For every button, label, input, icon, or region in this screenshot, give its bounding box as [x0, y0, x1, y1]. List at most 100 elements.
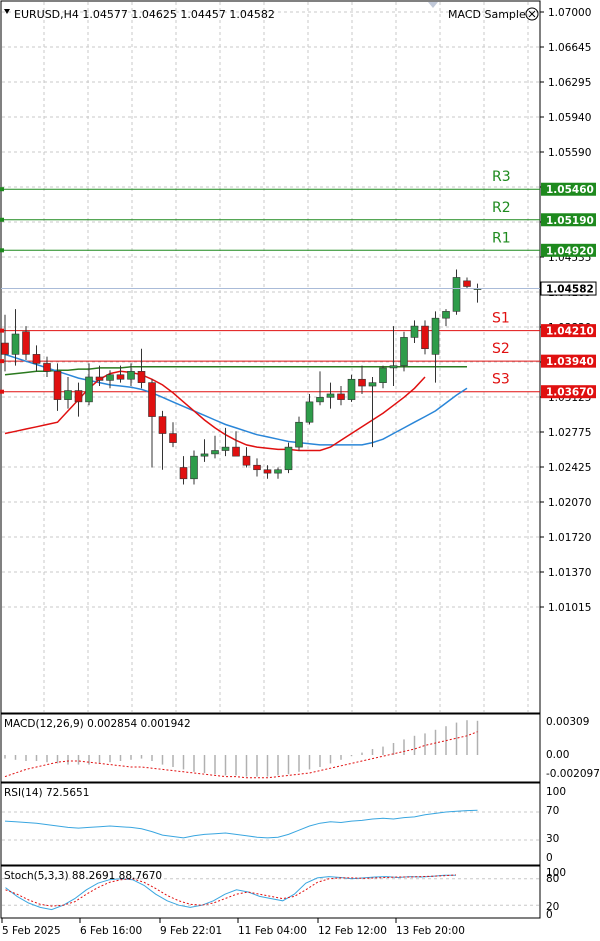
candle[interactable]	[389, 326, 398, 387]
candle[interactable]	[284, 442, 293, 474]
level-name-r2: R2	[492, 200, 511, 216]
candle[interactable]	[326, 382, 335, 409]
candle[interactable]	[148, 379, 156, 468]
candle[interactable]	[242, 447, 251, 468]
stoch-label-80: 80	[546, 873, 559, 885]
main-price-pane[interactable]: R3 R2 R1 S1 S2 S3	[0, 0, 541, 714]
level-name-s1: S1	[492, 311, 510, 327]
candle[interactable]	[347, 374, 356, 402]
price-axis-label: 1.06295	[548, 77, 591, 89]
time-axis[interactable]: 5 Feb 2025 6 Feb 16:00 9 Feb 22:01 11 Feb 0…	[1, 918, 465, 937]
candle[interactable]	[137, 348, 146, 389]
macd-pane[interactable]: MACD(12,26,9) 0.002854 0.001942 0.00309 …	[0, 713, 600, 783]
candle[interactable]	[11, 309, 20, 366]
candle[interactable]	[442, 309, 450, 327]
candle[interactable]	[274, 467, 282, 479]
level-tag-r3	[541, 182, 596, 196]
candle[interactable]	[410, 320, 419, 344]
chart-header: EURUSD,H4 1.04577 1.04625 1.04457 1.0458…	[4, 2, 539, 21]
level-tag-s1	[541, 324, 596, 338]
rsi-line	[4, 809, 478, 839]
price-axis[interactable]: 1.070001.066451.062951.059401.055901.052…	[540, 7, 591, 614]
smiley-icon[interactable]	[525, 7, 539, 21]
candle[interactable]	[190, 450, 198, 485]
candle[interactable]	[400, 331, 408, 372]
rsi-pane-frame	[0, 782, 541, 866]
level-tag-s2	[541, 354, 596, 368]
level-tag-label: 1.04210	[546, 326, 594, 338]
candle[interactable]	[200, 439, 209, 462]
candle[interactable]	[43, 356, 51, 377]
candle[interactable]	[221, 427, 230, 457]
candle[interactable]	[431, 311, 440, 383]
candle[interactable]	[179, 456, 188, 485]
candle[interactable]	[74, 382, 83, 417]
candle[interactable]	[116, 365, 125, 383]
candle[interactable]	[263, 465, 272, 479]
candle[interactable]	[85, 363, 93, 406]
candle[interactable]	[379, 365, 387, 389]
candle[interactable]	[158, 410, 167, 470]
candle[interactable]	[22, 326, 30, 361]
candle[interactable]	[232, 431, 240, 457]
level-tag-label: 1.05460	[546, 184, 594, 196]
level-price-tags: 1.05460 1.05190 1.04920 1.04210 1.03940 1.036…	[541, 182, 596, 399]
level-tag-label: 1.05190	[546, 215, 594, 227]
candle[interactable]	[106, 370, 114, 389]
level-name-r3: R3	[492, 169, 511, 185]
candle[interactable]	[316, 371, 324, 406]
rsi-plot	[2, 809, 539, 841]
level-name-r1: R1	[492, 230, 511, 246]
candle[interactable]	[64, 376, 72, 409]
candle[interactable]	[452, 269, 461, 315]
candle[interactable]	[368, 376, 377, 448]
price-axis-label: 1.02070	[548, 497, 591, 509]
rsi-label-100: 100	[546, 786, 566, 798]
candle[interactable]	[53, 363, 62, 411]
price-axis-label: 1.02425	[548, 462, 591, 474]
pivot-levels: R3 R2 R1 S1 S2 S3	[0, 169, 540, 394]
time-axis-label: 13 Feb 20:00	[396, 925, 465, 937]
candle[interactable]	[32, 345, 41, 372]
price-axis-label: 1.01370	[548, 567, 591, 579]
stoch-pane[interactable]: Stoch(5,3,3) 88.2691 88.7670 100 80 20 0	[0, 865, 566, 921]
candle[interactable]	[95, 365, 104, 387]
candle[interactable]	[295, 416, 303, 451]
macd-signal-line	[4, 731, 478, 779]
candle[interactable]	[211, 435, 219, 459]
candle[interactable]	[1, 314, 9, 372]
candle[interactable]	[337, 386, 345, 406]
price-axis-label: 1.01015	[548, 602, 591, 614]
level-tag-label: 1.03670	[546, 387, 594, 399]
candle[interactable]	[169, 422, 177, 448]
stoch-label-100: 100	[546, 867, 566, 879]
candle[interactable]	[253, 458, 261, 477]
candlesticks[interactable]	[1, 269, 482, 485]
time-axis-label: 5 Feb 2025	[2, 925, 61, 937]
symbol-line: EURUSD,H4 1.04577 1.04625 1.04457 1.0458…	[14, 8, 275, 21]
ma-red-line	[4, 370, 426, 452]
candle[interactable]	[421, 320, 429, 355]
stoch-title: Stoch(5,3,3) 88.2691 88.7670	[4, 870, 162, 882]
price-axis-label: 1.02775	[548, 427, 591, 439]
main-grid	[2, 2, 539, 712]
time-axis-label: 9 Feb 22:01	[160, 925, 222, 937]
price-axis-label: 1.05940	[548, 112, 591, 124]
main-pane-frame	[0, 0, 541, 714]
time-axis-label: 12 Feb 12:00	[318, 925, 387, 937]
level-tag-r2	[541, 213, 596, 227]
candle[interactable]	[358, 365, 366, 394]
macd-pane-frame	[0, 713, 541, 783]
stoch-label-20: 20	[546, 901, 559, 913]
macd-label-top: 0.00309	[546, 716, 589, 728]
triangle-down-icon[interactable]	[4, 9, 10, 14]
price-axis-label: 1.01720	[548, 532, 591, 544]
rsi-pane[interactable]: RSI(14) 72.5651 100 70 30 0	[0, 782, 566, 866]
expert-marker	[428, 2, 438, 8]
candle[interactable]	[127, 363, 135, 387]
candle[interactable]	[305, 393, 314, 425]
expert-name: MACD Sample	[448, 8, 526, 21]
candle[interactable]	[463, 277, 471, 289]
current-price-tag: 1.04582	[540, 281, 597, 296]
